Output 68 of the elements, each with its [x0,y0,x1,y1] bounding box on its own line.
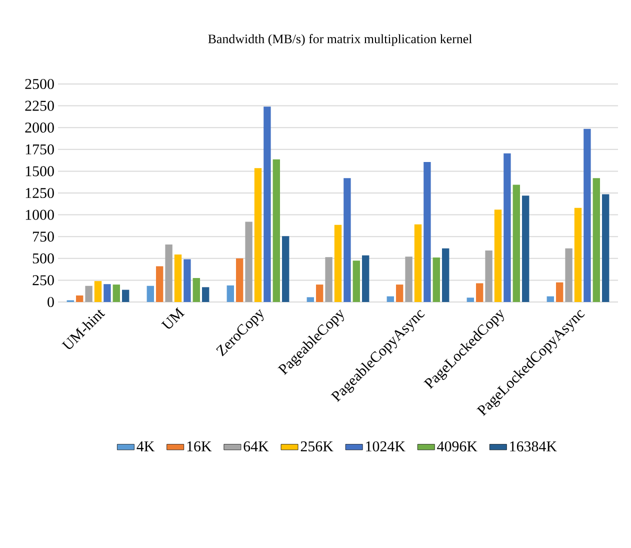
bar [316,284,324,302]
y-tick-label: 250 [32,275,54,286]
bar [504,153,511,302]
bar [192,278,200,302]
bar [522,196,530,302]
bar [94,281,102,302]
bar [424,162,431,302]
bar [76,295,84,302]
legend-label: 1024K [366,441,406,452]
bar [352,260,360,302]
bar [565,248,572,302]
chart-title: Bandwidth (MB/s) for matrix multiplication kernel [208,34,472,46]
bar [245,222,252,302]
bar [236,258,244,302]
y-tick-label: 1500 [26,166,54,176]
legend-label: 16K [187,441,212,452]
bar [165,244,172,302]
bar [602,194,610,302]
legend-label: 4K [136,441,155,452]
bar [362,255,370,302]
bar [282,236,290,302]
bar [466,298,474,302]
bar [272,159,280,302]
bar [432,258,440,302]
y-tick-label: 750 [33,232,54,242]
y-tick-label: 2000 [25,122,54,133]
bar [512,184,520,302]
bar [485,250,492,302]
bar [306,297,314,302]
y-tick-label: 1750 [26,144,54,154]
y-tick-label: 2250 [25,100,54,111]
bar [104,284,111,302]
legend-label: 16384K [510,441,557,452]
bar [334,224,342,302]
bar [546,296,554,302]
bar [146,286,154,302]
bar [202,287,210,302]
bar [226,285,234,302]
bar [386,296,394,302]
bar [325,257,332,302]
bar [264,106,271,302]
y-tick-label: 500 [32,253,54,264]
bar [442,248,450,302]
bar [556,282,564,302]
bar [85,286,92,302]
bar [476,283,484,302]
legend-label: 256K [300,441,334,452]
bar [574,208,582,302]
bar [112,284,120,302]
y-tick-label: 1250 [26,188,54,198]
y-tick-label: 2500 [25,78,54,90]
bar [156,266,164,302]
bar [494,210,502,302]
bar [174,254,182,302]
x-tick-label: UM [161,307,185,329]
y-tick-label: 0 [48,296,54,308]
bar [405,256,412,302]
bar [396,284,404,302]
bar [414,224,422,302]
bar [344,178,351,302]
bar [254,168,262,302]
bar [184,259,191,302]
bar [584,128,591,302]
y-tick-label: 1000 [26,210,54,220]
legend-label: 4096K [437,441,478,452]
bar [592,178,600,302]
bar [122,290,130,302]
legend-label: 64K [244,441,269,452]
